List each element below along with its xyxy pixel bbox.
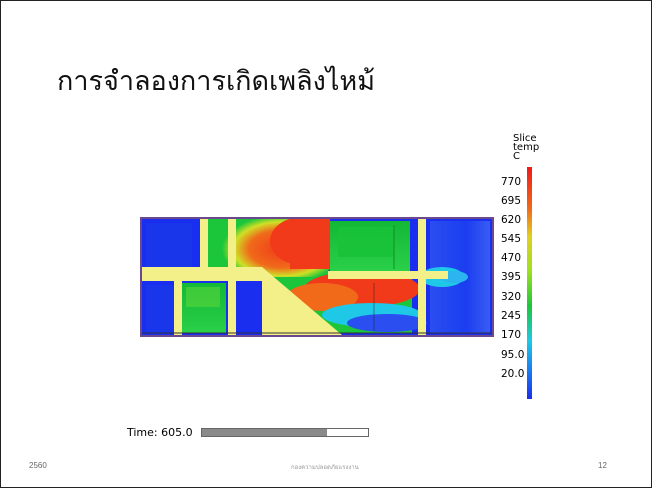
time-progress-bar[interactable]: [201, 428, 369, 437]
temperature-slice-image: [142, 219, 492, 335]
time-progress-fill: [202, 429, 327, 436]
legend-title-line: Slice: [513, 133, 537, 144]
legend-title-line: temp: [513, 142, 540, 153]
legend-tick: 95.0: [501, 349, 525, 361]
slide-title: การจำลองการเกิดเพลิงไหม้: [57, 66, 375, 97]
fire-simulation-view: [140, 217, 494, 337]
legend-tick: 545: [501, 233, 522, 245]
legend-tick: 695: [501, 195, 522, 207]
legend-tick: 170: [501, 329, 522, 341]
legend-title: Slice temp C: [513, 133, 540, 162]
temperature-color-scale: [527, 167, 532, 399]
footer-organization: กองความปลอดภัยแรงงาน: [291, 465, 359, 471]
legend-title-line: C: [513, 151, 520, 162]
legend-tick: 245: [501, 310, 522, 322]
footer-year: 2560: [29, 461, 47, 470]
legend-tick: 20.0: [501, 368, 525, 380]
legend-tick: 320: [501, 291, 522, 303]
legend-tick: 770: [501, 176, 522, 188]
legend-tick: 620: [501, 214, 522, 226]
time-label: Time: 605.0: [127, 426, 193, 439]
slide-number: 12: [598, 461, 607, 470]
legend-tick: 470: [501, 252, 522, 264]
legend-tick: 395: [501, 271, 522, 283]
